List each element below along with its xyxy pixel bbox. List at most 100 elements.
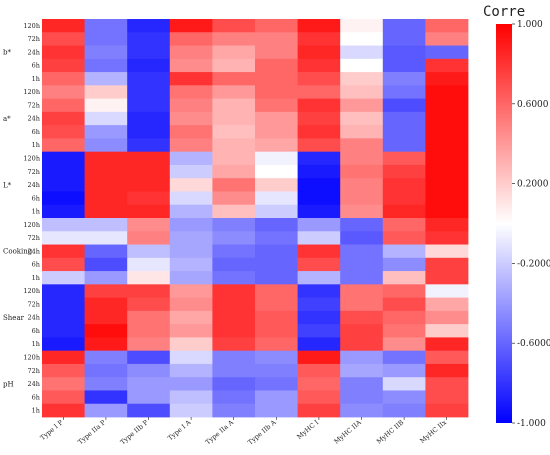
heatmap-cell — [42, 164, 85, 179]
heatmap-cell — [169, 191, 213, 206]
heatmap-cell — [84, 204, 128, 219]
heatmap-cell — [42, 45, 85, 60]
row-tick-label: 6h — [32, 261, 40, 269]
heatmap-cell — [425, 218, 469, 232]
heatmap-cell — [297, 403, 341, 418]
heatmap-cell — [340, 204, 384, 219]
heatmap-cell — [340, 218, 384, 232]
heatmap-cell — [297, 231, 341, 245]
heatmap-cell — [84, 244, 128, 259]
heatmap-cell — [425, 98, 469, 113]
heatmap-cell — [127, 257, 171, 272]
heatmap-cell — [297, 151, 341, 166]
heatmap-cell — [169, 111, 213, 126]
heatmap-cell — [382, 377, 426, 391]
heatmap-cell — [212, 19, 256, 33]
heatmap-cell — [382, 151, 426, 166]
heatmap-cell — [84, 138, 128, 153]
row-tick-label: 72h — [28, 300, 40, 308]
heatmap-cell — [297, 297, 341, 312]
colorbar-tick-label: -1.000 — [517, 419, 546, 429]
heatmap-cell — [169, 204, 213, 219]
heatmap-cell — [212, 138, 256, 153]
heatmap-cell — [255, 19, 298, 33]
heatmap-cell — [84, 164, 128, 179]
row-group-label: Shear — [3, 314, 25, 322]
heatmap-cell — [425, 19, 469, 33]
heatmap-cell — [382, 19, 426, 33]
colorbar-tick-label: -0.2000 — [517, 259, 550, 269]
heatmap-cell — [42, 151, 85, 166]
heatmap-cell — [297, 271, 341, 285]
heatmap-cell — [84, 98, 128, 113]
heatmap-cell — [84, 19, 128, 33]
column-tick-label: Type IIb A — [246, 418, 278, 446]
heatmap-cell — [84, 377, 128, 391]
heatmap-cell — [297, 19, 341, 33]
heatmap-cell — [169, 271, 213, 285]
heatmap-cell — [425, 138, 469, 153]
heatmap-cell — [382, 32, 426, 46]
row-tick-label: 6h — [32, 128, 40, 136]
heatmap-cell — [297, 164, 341, 179]
heatmap-cell — [84, 72, 128, 86]
colorbar-tick-label: -0.6000 — [517, 339, 550, 349]
heatmap-cell — [169, 85, 213, 99]
heatmap-cell — [169, 218, 213, 232]
heatmap-cell — [382, 191, 426, 206]
heatmap-cell — [297, 204, 341, 219]
heatmap-cell — [42, 98, 85, 113]
heatmap-cell — [42, 191, 85, 206]
heatmap-cell — [255, 151, 298, 166]
heatmap-cell — [42, 284, 85, 298]
heatmap-cell — [340, 244, 384, 259]
row-tick-label: 6h — [32, 62, 40, 70]
row-group-labels: b* a* L* Cooking Shear pH — [3, 49, 33, 389]
heatmap-cell — [340, 350, 384, 365]
heatmap-cell — [84, 58, 128, 73]
row-tick-label: 72h — [28, 234, 40, 242]
heatmap-cell — [84, 363, 128, 378]
heatmap-cell — [42, 85, 85, 99]
heatmap-cell — [42, 271, 85, 285]
heatmap-cell — [84, 350, 128, 365]
heatmap-cell — [425, 85, 469, 99]
row-tick-label: 1h — [32, 208, 40, 216]
heatmap-cell — [382, 231, 426, 245]
heatmap-cell — [127, 178, 171, 192]
heatmap-cell — [382, 111, 426, 126]
heatmap-cell — [255, 324, 298, 338]
heatmap-cell — [84, 125, 128, 139]
column-tick-label: Type I A — [166, 418, 192, 442]
heatmap-cell — [297, 350, 341, 365]
heatmap-cell — [42, 324, 85, 338]
heatmap-cell — [169, 337, 213, 352]
heatmap-cell — [169, 324, 213, 338]
row-tick-label: 120h — [23, 354, 40, 362]
heatmap-cell — [84, 297, 128, 312]
heatmap-cell — [382, 257, 426, 272]
heatmap-cell — [212, 125, 256, 139]
heatmap-cell — [425, 32, 469, 46]
heatmap-cell — [297, 58, 341, 73]
heatmap-cell — [255, 310, 298, 325]
heatmap-cell — [169, 164, 213, 179]
column-tick-label: MyHC I — [295, 418, 320, 441]
heatmap-cell — [297, 138, 341, 153]
column-tick-labels: Type I P Type IIa P Type IIb P Type I A Type… — [39, 417, 448, 446]
heatmap-cell — [340, 191, 384, 206]
heatmap-cell — [84, 45, 128, 60]
heatmap-cell — [169, 72, 213, 86]
heatmap-cell — [297, 310, 341, 325]
heatmap-cell — [42, 111, 85, 126]
heatmap-cell — [382, 58, 426, 73]
heatmap-cell — [382, 363, 426, 378]
heatmap-cell — [255, 125, 298, 139]
heatmap-cell — [212, 297, 256, 312]
heatmap-cell — [340, 111, 384, 126]
heatmap-cell — [297, 390, 341, 405]
heatmap-cell — [340, 151, 384, 166]
heatmap-cell — [255, 403, 298, 418]
heatmap-cell — [169, 45, 213, 60]
heatmap-cell — [255, 350, 298, 365]
